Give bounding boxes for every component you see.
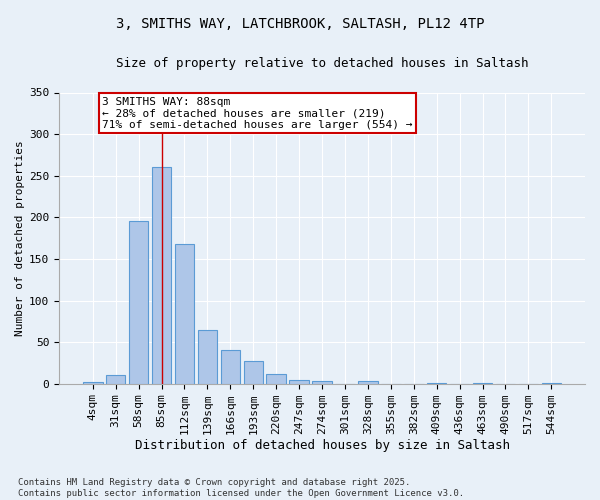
Bar: [152, 166, 172, 384]
Y-axis label: Number of detached properties: Number of detached properties: [15, 140, 25, 336]
Bar: [129, 222, 148, 384]
Bar: [542, 383, 561, 384]
Bar: [266, 374, 286, 384]
Text: 3 SMITHS WAY: 88sqm
← 28% of detached houses are smaller (219)
71% of semi-detac: 3 SMITHS WAY: 88sqm ← 28% of detached ho…: [102, 96, 412, 130]
Bar: [83, 382, 103, 384]
Bar: [427, 383, 446, 384]
Bar: [197, 330, 217, 384]
X-axis label: Distribution of detached houses by size in Saltash: Distribution of detached houses by size …: [134, 440, 509, 452]
Bar: [175, 244, 194, 384]
Bar: [221, 350, 240, 384]
Bar: [358, 381, 377, 384]
Text: Contains HM Land Registry data © Crown copyright and database right 2025.
Contai: Contains HM Land Registry data © Crown c…: [18, 478, 464, 498]
Bar: [244, 362, 263, 384]
Text: 3, SMITHS WAY, LATCHBROOK, SALTASH, PL12 4TP: 3, SMITHS WAY, LATCHBROOK, SALTASH, PL12…: [116, 18, 484, 32]
Bar: [106, 376, 125, 384]
Bar: [313, 381, 332, 384]
Title: Size of property relative to detached houses in Saltash: Size of property relative to detached ho…: [116, 58, 529, 70]
Bar: [289, 380, 309, 384]
Bar: [473, 383, 493, 384]
